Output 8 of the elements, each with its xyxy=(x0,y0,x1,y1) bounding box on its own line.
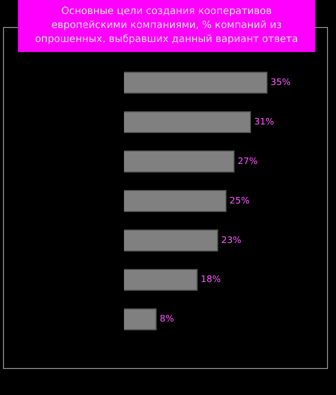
chart-title: Основные цели создания кооперативов европейскими компаниями, % компаний из опрошенных, выбравших данный вариант ответа xyxy=(34,5,299,47)
data-label: 8% xyxy=(160,314,175,325)
data-label: 23% xyxy=(221,236,242,246)
data-label: 31% xyxy=(254,117,275,128)
data-label: 27% xyxy=(238,156,258,167)
data-label: 18% xyxy=(200,275,222,286)
data-label: 25% xyxy=(230,196,250,206)
data-label: 35% xyxy=(270,78,291,88)
